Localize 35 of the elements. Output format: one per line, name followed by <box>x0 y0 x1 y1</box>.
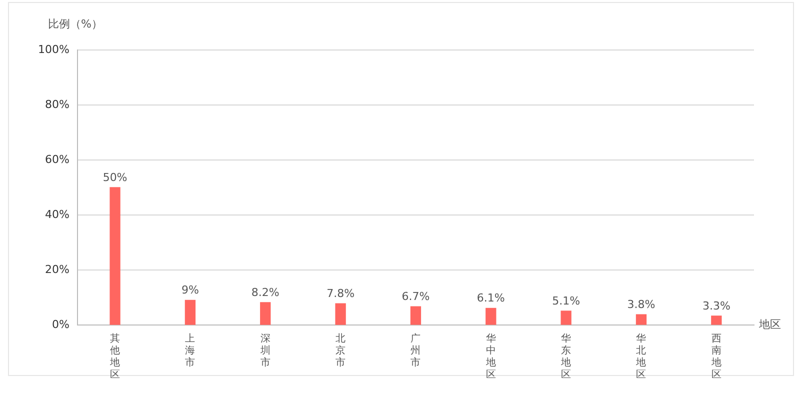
x-tick-label: 华东地区 <box>560 332 572 381</box>
x-axis-title: 地区 <box>758 318 781 331</box>
y-tick-label: 80% <box>44 98 70 111</box>
x-tick-label: 深圳市 <box>259 332 270 369</box>
x-tick-label: 广州市 <box>410 332 421 369</box>
bar <box>410 306 422 325</box>
y-axis-title: 比例（%） <box>48 17 102 30</box>
data-label: 5.1% <box>552 294 580 308</box>
y-tick-label: 0% <box>52 318 70 331</box>
data-label: 6.7% <box>402 290 430 303</box>
x-tick-label: 华北地区 <box>635 332 646 381</box>
x-tick-label: 其他地区 <box>109 332 120 381</box>
bar <box>184 300 196 325</box>
y-tick-label: 40% <box>44 208 70 221</box>
bar <box>636 314 647 325</box>
bar <box>110 187 120 325</box>
y-tick-label: 100% <box>38 42 70 56</box>
x-tick-label: 华中地区 <box>484 332 496 381</box>
bar <box>486 308 496 325</box>
data-label: 8.2% <box>251 286 280 299</box>
y-tick-label: 20% <box>44 262 70 276</box>
bar <box>260 302 271 325</box>
data-label: 3.3% <box>702 299 730 312</box>
data-label: 6.1% <box>476 292 505 305</box>
y-tick-label: 60% <box>44 152 70 166</box>
bar <box>711 316 722 325</box>
bar <box>560 310 572 325</box>
data-label: 50% <box>102 170 128 184</box>
data-label: 7.8% <box>326 286 355 300</box>
data-label: 9% <box>181 284 199 297</box>
x-tick-label: 上海市 <box>185 332 196 369</box>
bar <box>335 303 346 325</box>
data-label: 3.8% <box>627 298 656 311</box>
x-tick-label: 西南地区 <box>710 334 722 381</box>
x-tick-label: 北京市 <box>336 332 346 369</box>
